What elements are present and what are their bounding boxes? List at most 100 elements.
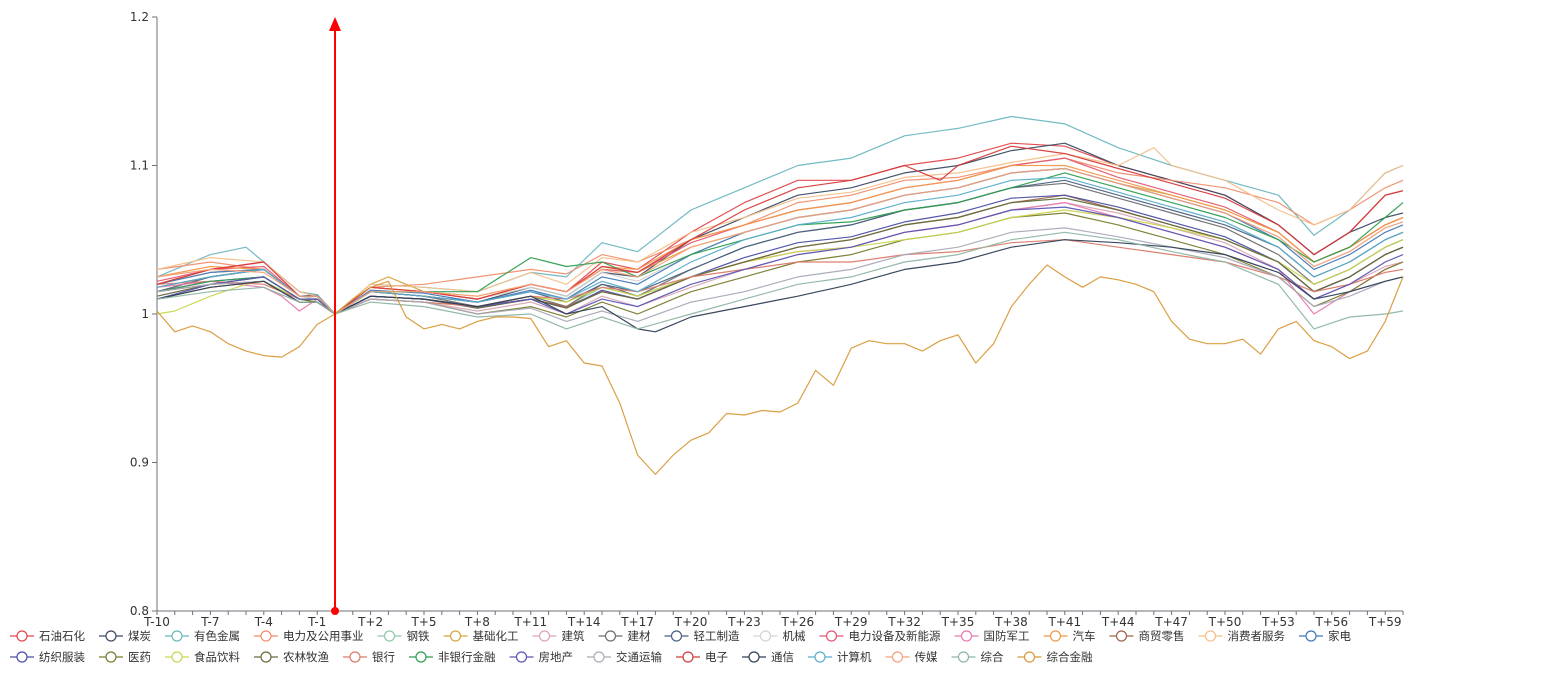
x-tick-label: T+17 bbox=[620, 615, 654, 629]
legend-item: 有色金属 bbox=[165, 629, 240, 643]
legend-item: 汽车 bbox=[1043, 629, 1096, 643]
legend-swatch-marker bbox=[1049, 630, 1062, 642]
legend-item: 消费者服务 bbox=[1198, 629, 1286, 643]
event-marker-dot bbox=[331, 607, 339, 615]
legend-item: 国防军工 bbox=[954, 629, 1030, 643]
legend-label: 煤炭 bbox=[128, 629, 151, 643]
legend-swatch-marker bbox=[759, 630, 772, 642]
legend-item: 煤炭 bbox=[99, 629, 151, 643]
legend-swatch-marker bbox=[449, 630, 462, 642]
legend-label: 通信 bbox=[771, 650, 794, 664]
legend-item: 基础化工 bbox=[443, 629, 519, 643]
x-tick-label: T+53 bbox=[1261, 615, 1295, 629]
legend-swatch-marker bbox=[349, 651, 361, 663]
legend-swatch-marker bbox=[171, 651, 183, 663]
legend-label: 电子 bbox=[705, 650, 728, 664]
legend-label: 计算机 bbox=[837, 650, 872, 664]
legend-swatch-marker bbox=[1023, 651, 1036, 663]
x-tick-label: T+56 bbox=[1314, 615, 1348, 629]
legend-item: 银行 bbox=[343, 650, 395, 664]
x-tick-label: T+14 bbox=[567, 615, 601, 629]
x-tick-label: T+29 bbox=[834, 615, 868, 629]
event-marker-arrowhead bbox=[329, 17, 341, 31]
legend-item: 电力及公用事业 bbox=[254, 629, 364, 643]
y-tick-label: 0.8 bbox=[130, 604, 149, 618]
x-tick-label: T-4 bbox=[254, 615, 273, 629]
series-line-23 bbox=[156, 227, 1404, 322]
legend: 石油石化 煤炭 有色金属 电力及公用事业 钢铁 基础化工 建筑 建材 轻工制造 机械 电力设备及新能… bbox=[10, 629, 1351, 664]
axes: 0.8 0.9 1 1.1 1.2 T-10 T-7 T-4 T-1 T+2 T+5 T+8 T+11 T… bbox=[130, 10, 1404, 629]
legend-item: 商贸零售 bbox=[1109, 629, 1185, 643]
legend-label: 农林牧渔 bbox=[283, 650, 329, 664]
legend-label: 机械 bbox=[783, 629, 806, 643]
legend-label: 交通运输 bbox=[616, 650, 662, 664]
series-line-28 bbox=[156, 231, 1404, 330]
y-tick-label: 1 bbox=[141, 307, 149, 321]
legend-swatch-marker bbox=[825, 630, 838, 642]
x-tick-label: T+5 bbox=[410, 615, 436, 629]
legend-swatch-marker bbox=[260, 630, 272, 642]
legend-swatch-marker bbox=[960, 630, 973, 642]
legend-swatch-marker bbox=[105, 630, 117, 642]
series-line-14 bbox=[156, 147, 1404, 315]
series-line-15 bbox=[156, 167, 1404, 315]
x-tick-label: T+41 bbox=[1047, 615, 1081, 629]
legend-swatch-marker bbox=[748, 651, 760, 663]
legend-label: 电力及公用事业 bbox=[283, 629, 364, 643]
x-tick-label: T+8 bbox=[464, 615, 490, 629]
legend-item: 电力设备及新能源 bbox=[819, 629, 941, 643]
legend-item: 交通运输 bbox=[587, 650, 662, 664]
legend-label: 综合 bbox=[981, 650, 1004, 664]
series-line-10 bbox=[156, 157, 1404, 315]
legend-swatch-marker bbox=[682, 651, 694, 663]
x-tick-label: T+26 bbox=[780, 615, 814, 629]
x-tick-label: T-10 bbox=[143, 615, 170, 629]
x-tick-label: T+35 bbox=[941, 615, 975, 629]
legend-label: 钢铁 bbox=[407, 629, 430, 643]
x-tick-label: T+38 bbox=[994, 615, 1028, 629]
legend-label: 轻工制造 bbox=[694, 629, 740, 643]
legend-label: 消费者服务 bbox=[1228, 629, 1286, 643]
x-tick-label: T+32 bbox=[887, 615, 921, 629]
legend-item: 家电 bbox=[1299, 629, 1351, 643]
legend-label: 综合金融 bbox=[1047, 650, 1093, 664]
legend-label: 非银行金融 bbox=[438, 650, 496, 664]
event-marker bbox=[329, 17, 341, 615]
series-line-20 bbox=[156, 239, 1404, 315]
legend-label: 银行 bbox=[372, 650, 395, 664]
legend-swatch-marker bbox=[538, 630, 551, 642]
legend-swatch-marker bbox=[814, 651, 826, 663]
legend-item: 计算机 bbox=[808, 650, 872, 664]
legend-item: 非银行金融 bbox=[409, 650, 496, 664]
legend-swatch-marker bbox=[1305, 630, 1317, 642]
series-line-5 bbox=[156, 167, 1404, 315]
series-line-29 bbox=[156, 264, 1404, 475]
y-tick-label: 1.2 bbox=[130, 10, 149, 24]
legend-swatch-marker bbox=[16, 651, 28, 663]
legend-label: 医药 bbox=[128, 650, 151, 664]
legend-label: 电力设备及新能源 bbox=[849, 629, 941, 643]
legend-item: 电子 bbox=[676, 650, 728, 664]
x-tick-label: T-1 bbox=[307, 615, 326, 629]
legend-label: 建筑 bbox=[562, 629, 585, 643]
x-tick-label: T+47 bbox=[1154, 615, 1188, 629]
y-tick-label: 1.1 bbox=[130, 159, 149, 173]
legend-swatch-marker bbox=[105, 651, 117, 663]
legend-item: 农林牧渔 bbox=[254, 650, 329, 664]
x-tick-label: T+59 bbox=[1368, 615, 1402, 629]
legend-label: 国防军工 bbox=[984, 629, 1030, 643]
legend-label: 商贸零售 bbox=[1139, 629, 1185, 643]
x-tick-label: T+20 bbox=[674, 615, 708, 629]
legend-swatch-marker bbox=[957, 651, 970, 663]
legend-swatch-marker bbox=[171, 630, 183, 642]
legend-item: 建材 bbox=[598, 629, 651, 643]
series-line-9 bbox=[156, 167, 1404, 315]
legend-swatch-marker bbox=[415, 651, 427, 663]
legend-swatch-marker bbox=[1204, 630, 1217, 642]
legend-item: 轻工制造 bbox=[664, 629, 740, 643]
legend-swatch-marker bbox=[891, 651, 904, 663]
legend-item: 医药 bbox=[99, 650, 151, 664]
legend-label: 石油石化 bbox=[39, 629, 85, 643]
legend-item: 石油石化 bbox=[10, 629, 85, 643]
